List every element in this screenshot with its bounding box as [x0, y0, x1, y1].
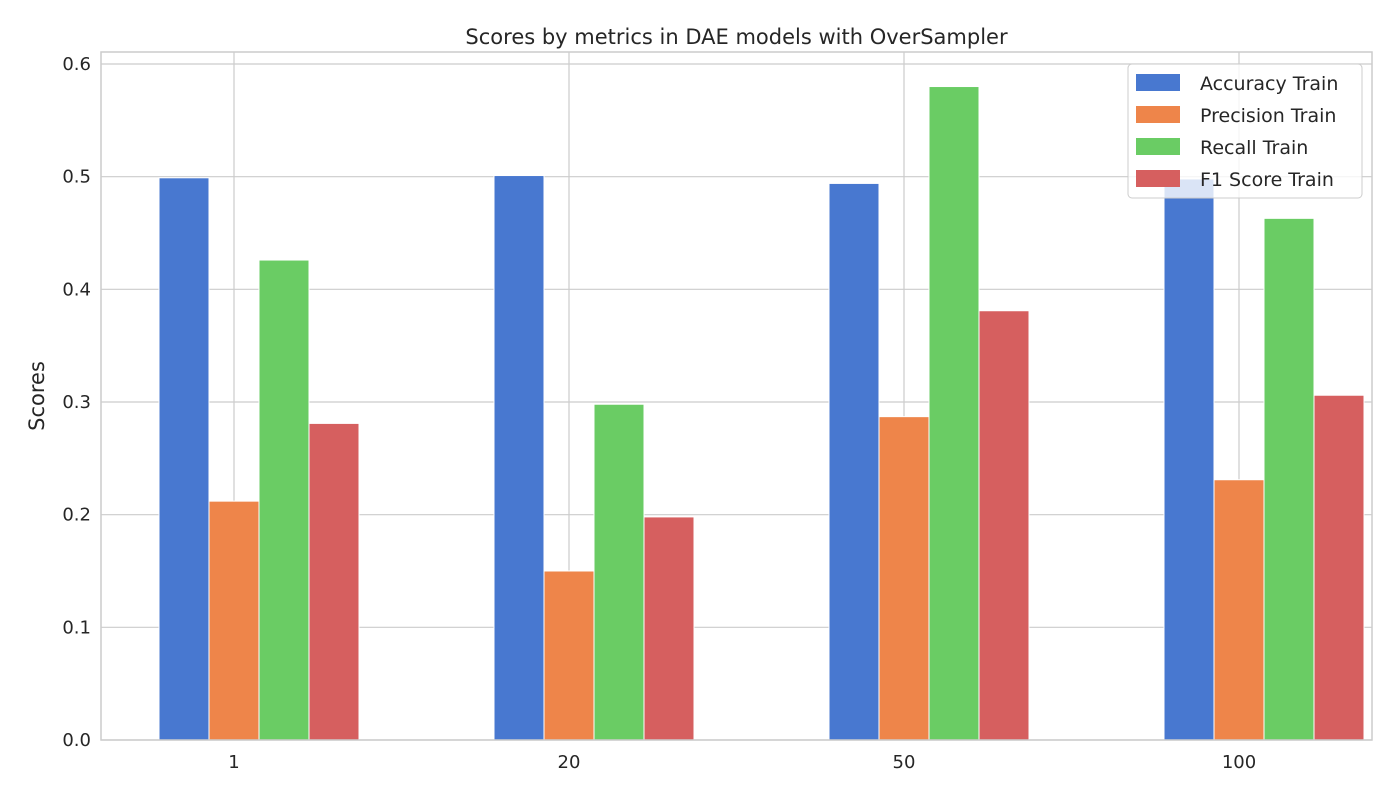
bar-recall-train-100: [1263, 217, 1315, 741]
bar-accuracy-train-50: [828, 182, 880, 741]
bar-accuracy-train-100: [1163, 178, 1215, 741]
y-tick-label: 0.3: [62, 392, 91, 413]
plot-frame: [100, 51, 1373, 741]
y-axis-label: Scores: [25, 361, 49, 431]
legend-box: [1127, 63, 1363, 199]
y-tick-label: 0.5: [62, 167, 91, 188]
legend: Accuracy Train Precision Train Recall Trai…: [1127, 63, 1363, 199]
y-tick-label: 0.1: [62, 617, 91, 638]
legend-swatch: [1136, 106, 1180, 123]
x-tick-label: 1: [228, 752, 239, 773]
bar-precision-train-20: [543, 570, 595, 741]
legend-label: Accuracy Train: [1200, 73, 1338, 95]
bar-recall-train-20: [593, 403, 645, 741]
x-tick-label: 50: [893, 752, 916, 773]
bars: [158, 86, 1365, 741]
bar-precision-train-1: [208, 500, 260, 741]
legend-label: F1 Score Train: [1200, 169, 1334, 191]
y-tick-label: 0.6: [62, 54, 91, 75]
x-tick-label: 20: [558, 752, 581, 773]
bar-recall-train-1: [258, 259, 310, 741]
bar-precision-train-100: [1213, 479, 1265, 741]
y-tick-label: 0.0: [62, 730, 91, 751]
y-tick-labels: 0.0 0.1 0.2 0.3 0.4 0.5 0.6: [62, 54, 91, 751]
chart-title: Scores by metrics in DAE models with Ove…: [465, 25, 1008, 49]
bar-accuracy-train-20: [493, 175, 545, 741]
bar-accuracy-train-1: [158, 177, 210, 741]
x-tick-labels: 1 20 50 100: [228, 752, 1256, 773]
bar-f1-score-train-50: [978, 310, 1030, 741]
bar-recall-train-50: [928, 86, 980, 741]
bar-f1-score-train-1: [308, 422, 360, 741]
bar-f1-score-train-20: [643, 516, 695, 741]
x-tick-label: 100: [1222, 752, 1256, 773]
legend-swatch: [1136, 138, 1180, 155]
legend-swatch: [1136, 170, 1180, 187]
legend-label: Recall Train: [1200, 137, 1308, 159]
legend-label: Precision Train: [1200, 105, 1336, 127]
bar-precision-train-50: [878, 416, 930, 741]
y-tick-label: 0.2: [62, 505, 91, 526]
legend-swatch: [1136, 74, 1180, 91]
y-tick-label: 0.4: [62, 279, 91, 300]
bar-f1-score-train-100: [1313, 394, 1365, 741]
